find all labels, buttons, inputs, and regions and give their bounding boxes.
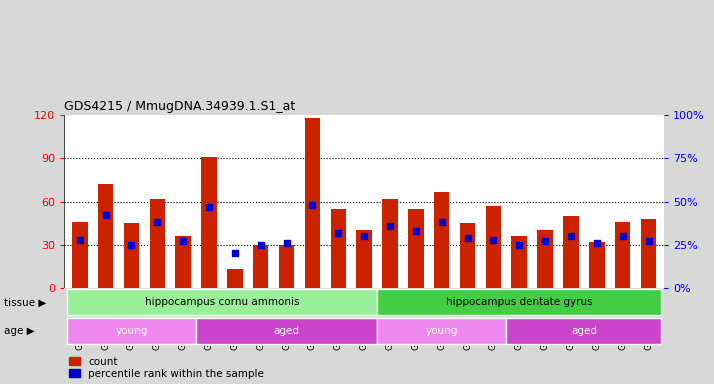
Point (74, 237, 86, 243)
Bar (279, 245, 294, 288)
Bar (67, 318, 196, 344)
Text: aged: aged (571, 326, 597, 336)
Point (333, 230, 344, 236)
Text: GDS4215 / MmugDNA.34939.1.S1_at: GDS4215 / MmugDNA.34939.1.S1_at (64, 99, 296, 113)
Bar (253, 245, 268, 288)
Bar (563, 216, 579, 288)
Bar (408, 209, 423, 288)
Bar (196, 318, 377, 344)
Bar (72, 222, 88, 288)
Bar (98, 184, 114, 288)
Point (178, 238, 189, 245)
Point (100, 212, 111, 218)
Bar (331, 209, 346, 288)
Point (591, 240, 603, 246)
Bar (486, 206, 501, 288)
Text: tissue ▶: tissue ▶ (4, 297, 46, 308)
Point (203, 204, 215, 210)
Point (617, 233, 628, 239)
Text: hippocampus cornu ammonis: hippocampus cornu ammonis (145, 297, 299, 308)
Bar (615, 222, 630, 288)
Bar (176, 236, 191, 288)
Bar (506, 318, 661, 344)
Point (281, 240, 292, 246)
Legend: count, percentile rank within the sample: count, percentile rank within the sample (69, 357, 264, 379)
Bar (305, 118, 320, 288)
Text: aged: aged (273, 326, 300, 336)
Bar (460, 223, 476, 288)
Bar (67, 290, 377, 315)
Point (643, 238, 654, 245)
Point (513, 242, 525, 248)
Bar (377, 318, 506, 344)
Bar (538, 230, 553, 288)
Point (255, 242, 266, 248)
Point (462, 235, 473, 241)
Point (229, 250, 241, 257)
Text: age ▶: age ▶ (4, 326, 34, 336)
Text: young: young (115, 326, 148, 336)
Point (410, 228, 421, 234)
Bar (201, 157, 217, 288)
Text: young: young (426, 326, 458, 336)
Bar (149, 199, 165, 288)
Bar (382, 199, 398, 288)
Bar (511, 236, 527, 288)
Point (436, 219, 448, 225)
Bar (227, 269, 243, 288)
Point (151, 219, 163, 225)
Bar (377, 290, 661, 315)
Point (307, 202, 318, 208)
Bar (640, 219, 656, 288)
Text: hippocampus dentate gyrus: hippocampus dentate gyrus (446, 297, 593, 308)
Bar (434, 192, 449, 288)
Bar (356, 230, 372, 288)
Point (126, 242, 137, 248)
Point (565, 233, 577, 239)
Point (539, 238, 550, 245)
Point (358, 233, 370, 239)
Point (384, 223, 396, 229)
Point (488, 237, 499, 243)
Bar (589, 242, 605, 288)
Bar (124, 223, 139, 288)
